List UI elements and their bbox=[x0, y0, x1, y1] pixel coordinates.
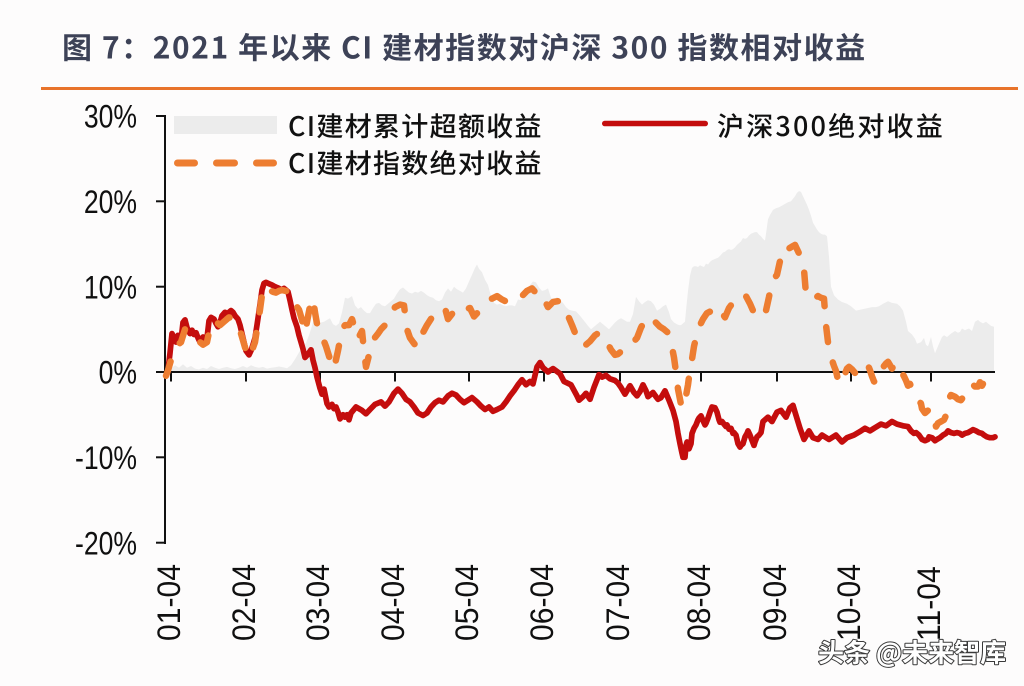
svg-text:30%: 30% bbox=[84, 99, 137, 135]
svg-text:08-04: 08-04 bbox=[681, 564, 717, 641]
svg-text:09-04: 09-04 bbox=[757, 564, 793, 641]
svg-text:04-04: 04-04 bbox=[375, 564, 411, 641]
svg-text:20%: 20% bbox=[84, 185, 137, 221]
svg-text:10%: 10% bbox=[84, 270, 137, 306]
svg-text:01-04: 01-04 bbox=[151, 564, 187, 641]
svg-text:05-04: 05-04 bbox=[449, 564, 485, 641]
svg-text:-20%: -20% bbox=[75, 526, 137, 562]
svg-text:10-04: 10-04 bbox=[831, 564, 867, 641]
svg-text:-10%: -10% bbox=[75, 441, 137, 477]
svg-text:07-04: 07-04 bbox=[600, 564, 636, 641]
svg-text:03-04: 03-04 bbox=[300, 564, 336, 641]
svg-text:02-04: 02-04 bbox=[226, 564, 262, 641]
svg-text:06-04: 06-04 bbox=[524, 564, 560, 641]
svg-text:0%: 0% bbox=[99, 355, 137, 391]
svg-text:11-04: 11-04 bbox=[911, 566, 947, 641]
